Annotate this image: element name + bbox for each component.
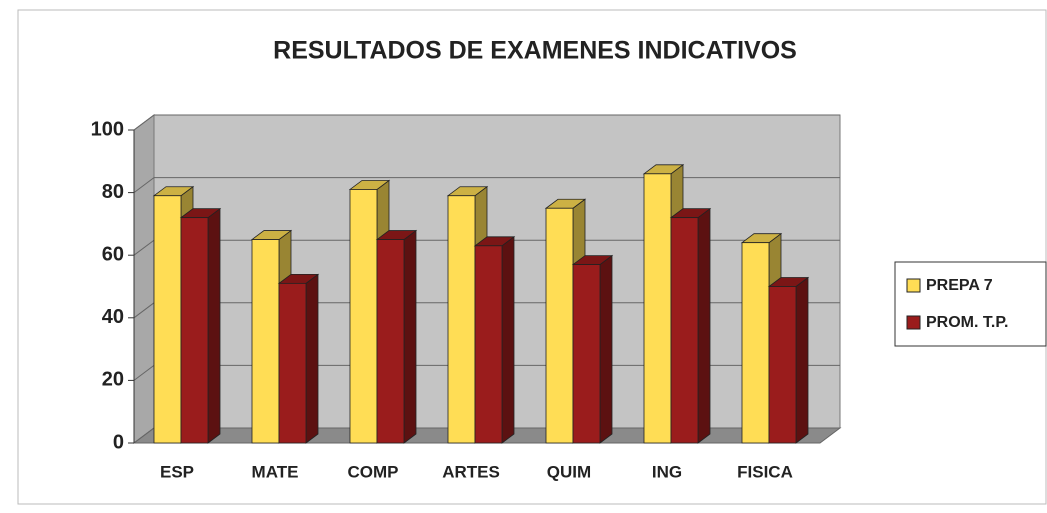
bar <box>643 173 672 444</box>
side-wall <box>133 114 155 444</box>
bar <box>572 264 601 444</box>
x-tick-label: ESP <box>160 462 194 481</box>
bar-side <box>305 273 319 444</box>
bar <box>251 239 280 444</box>
y-tick-label: 100 <box>91 118 124 140</box>
bar <box>153 195 182 444</box>
y-tick-label: 80 <box>102 181 124 203</box>
bar-side <box>403 229 417 444</box>
bar <box>278 282 307 444</box>
legend-swatch <box>906 315 921 330</box>
y-tick-label: 40 <box>102 306 124 328</box>
bar-side <box>599 254 613 444</box>
bar-side <box>697 207 711 444</box>
y-tick-label: 60 <box>102 243 124 265</box>
x-tick-label: QUIM <box>547 462 591 481</box>
y-tick-label: 20 <box>102 369 124 391</box>
x-tick-label: FISICA <box>737 462 793 481</box>
bar <box>741 242 770 444</box>
grid-line <box>133 177 840 194</box>
bar <box>474 245 503 444</box>
y-tick-label: 0 <box>113 431 124 453</box>
x-tick-label: MATE <box>252 462 299 481</box>
x-tick-label: ING <box>652 462 682 481</box>
x-tick-label: ARTES <box>442 462 500 481</box>
bar-side <box>795 276 809 444</box>
x-tick-label: COMP <box>348 462 399 481</box>
grid-line <box>133 114 840 131</box>
bar <box>349 189 378 444</box>
bar <box>545 207 574 444</box>
bar-side <box>501 236 515 444</box>
legend-box <box>894 261 1047 347</box>
bar <box>447 195 476 444</box>
bar-side <box>207 207 221 444</box>
legend-label: PROM. T.P. <box>926 314 1008 331</box>
legend-label: PREPA 7 <box>926 277 993 294</box>
bar <box>768 286 797 444</box>
bar <box>670 217 699 444</box>
legend-swatch <box>906 278 921 293</box>
bar <box>376 239 405 444</box>
bar <box>180 217 209 444</box>
chart-title: RESULTADOS DE EXAMENES INDICATIVOS <box>273 37 797 65</box>
